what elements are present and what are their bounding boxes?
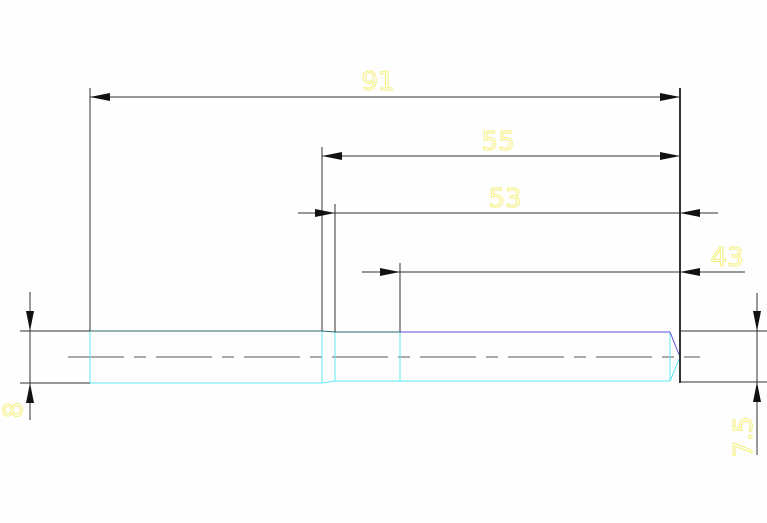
- dim-text-53: 53: [488, 184, 521, 214]
- shaft-outline: [89, 330, 681, 384]
- extension-lines: [20, 88, 767, 384]
- dim-text-43: 43: [710, 243, 743, 273]
- dim-text-8: 8: [0, 402, 29, 419]
- dim-text-91: 91: [361, 67, 394, 97]
- dimension-lines: [26, 93, 761, 455]
- dim-text-55: 55: [481, 127, 514, 157]
- dim-text-7-5: 7.5: [729, 416, 759, 457]
